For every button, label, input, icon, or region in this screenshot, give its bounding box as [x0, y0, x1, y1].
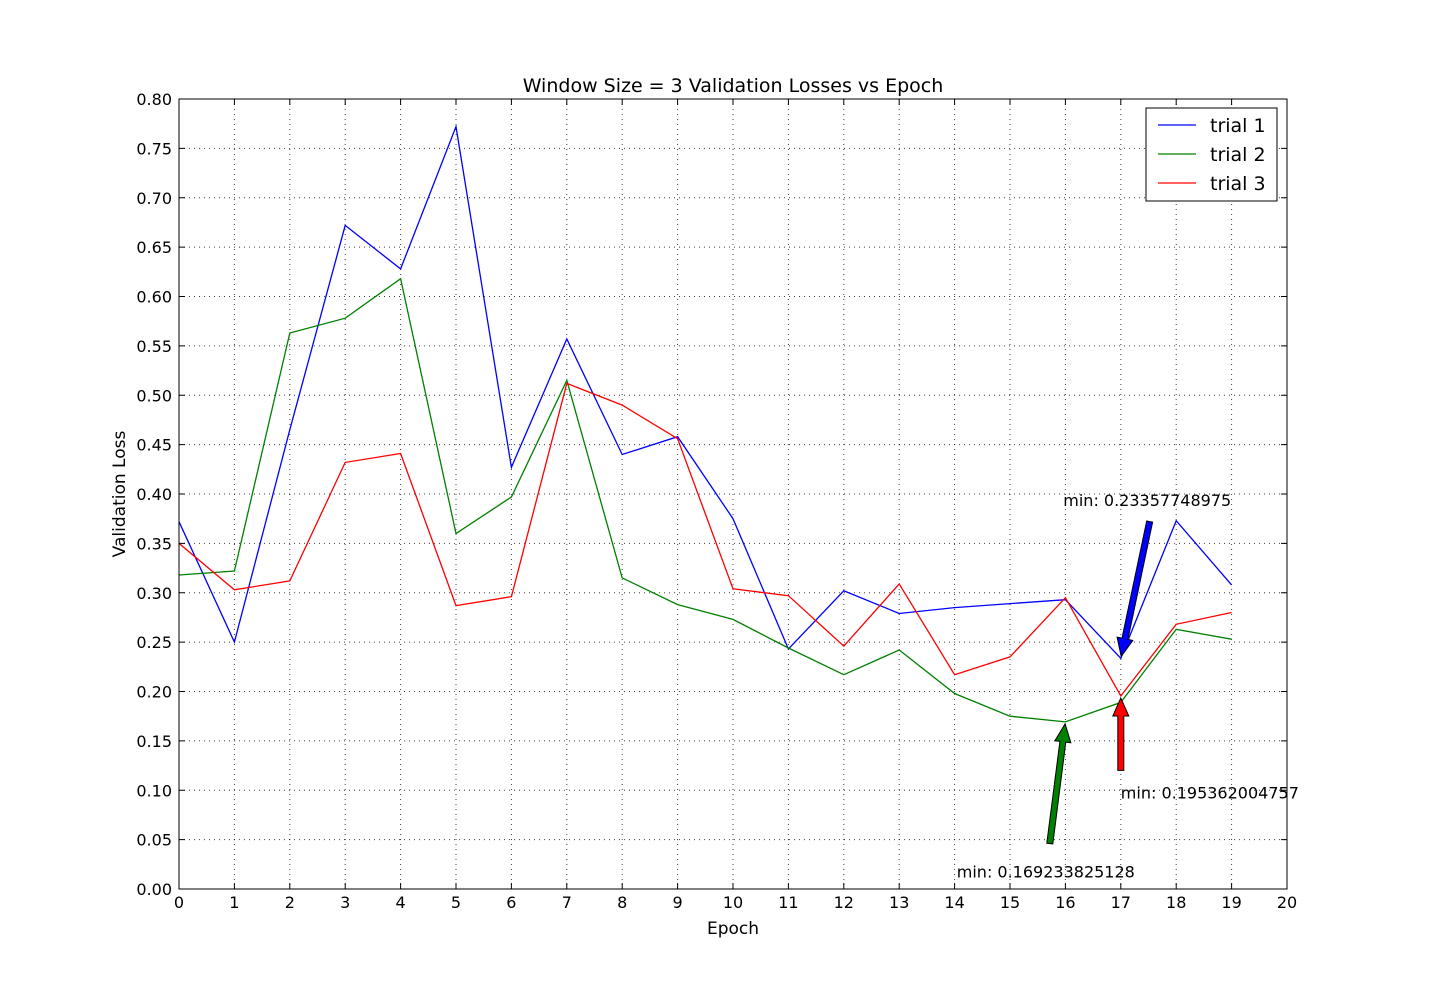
- y-tick-label: 0.15: [136, 732, 172, 751]
- series-line-trial-3: [178, 382, 1232, 698]
- y-axis-label: Validation Loss: [110, 431, 130, 558]
- chart-title: Window Size = 3 Validation Losses vs Epo…: [523, 75, 944, 97]
- x-tick-label: 9: [673, 893, 683, 912]
- x-tick-label: 12: [834, 893, 854, 912]
- annotation-arrow: [1116, 520, 1154, 658]
- annotation-label: min: 0.23357748975: [1063, 491, 1231, 510]
- x-tick-label: 3: [340, 893, 350, 912]
- x-tick-label: 6: [506, 893, 516, 912]
- x-tick-label: 11: [778, 893, 798, 912]
- y-tick-label: 0.55: [136, 337, 172, 356]
- annotation-arrow: [1112, 696, 1130, 771]
- x-tick-label: 14: [944, 893, 964, 912]
- axis-ticks: 0 1 2 3 4 5 6 7 8 9 10 11 12 13 14 15 16 17 18 19 200.000.05…: [136, 90, 1297, 912]
- y-tick-label: 0.05: [136, 831, 172, 850]
- x-tick-label: 15: [1000, 893, 1020, 912]
- y-tick-label: 0.50: [136, 386, 172, 405]
- annotations: min: 0.23357748975 min: 0.169233825128 min…: [957, 491, 1299, 882]
- y-tick-label: 0.35: [136, 534, 172, 553]
- x-tick-label: 2: [285, 893, 295, 912]
- y-tick-label: 0.40: [136, 485, 172, 504]
- y-tick-label: 0.60: [136, 288, 172, 307]
- x-tick-label: 18: [1166, 893, 1186, 912]
- series-lines: [178, 124, 1233, 723]
- x-tick-label: 20: [1277, 893, 1297, 912]
- x-tick-label: 1: [229, 893, 239, 912]
- x-axis-label: Epoch: [707, 919, 759, 939]
- annotation-arrow: [1046, 722, 1072, 845]
- y-tick-label: 0.25: [136, 633, 172, 652]
- x-tick-label: 19: [1221, 893, 1241, 912]
- series-line-trial-2: [178, 277, 1232, 723]
- x-tick-label: 8: [617, 893, 627, 912]
- y-tick-label: 0.20: [136, 683, 172, 702]
- y-tick-label: 0.75: [136, 139, 172, 158]
- legend: trial 1 trial 2 trial 3: [1145, 107, 1278, 202]
- y-tick-label: 0.10: [136, 781, 172, 800]
- x-tick-label: 17: [1111, 893, 1131, 912]
- y-tick-label: 0.30: [136, 584, 172, 603]
- grid: [179, 99, 1287, 889]
- y-tick-label: 0.00: [136, 880, 172, 899]
- x-tick-label: 7: [562, 893, 572, 912]
- x-tick-label: 16: [1055, 893, 1075, 912]
- legend-entry-label: trial 3: [1210, 173, 1266, 195]
- annotation-label: min: 0.169233825128: [957, 862, 1135, 881]
- x-tick-label: 10: [723, 893, 743, 912]
- y-tick-label: 0.80: [136, 90, 172, 109]
- x-tick-label: 13: [889, 893, 909, 912]
- legend-entry-label: trial 1: [1210, 115, 1266, 137]
- x-tick-label: 0: [174, 893, 184, 912]
- annotation-label: min: 0.195362004757: [1121, 783, 1299, 802]
- y-tick-label: 0.70: [136, 189, 172, 208]
- legend-entry-label: trial 2: [1210, 144, 1266, 166]
- x-tick-label: 4: [396, 893, 406, 912]
- series-line-trial-1: [178, 124, 1233, 660]
- y-tick-label: 0.65: [136, 238, 172, 257]
- x-tick-label: 5: [451, 893, 461, 912]
- y-tick-label: 0.45: [136, 436, 172, 455]
